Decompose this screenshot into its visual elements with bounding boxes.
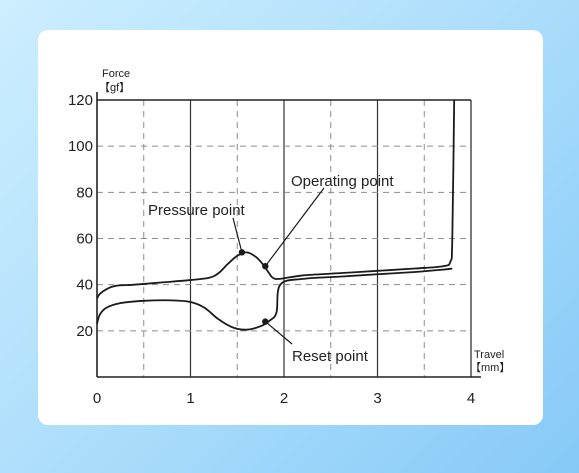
press-curve-line xyxy=(96,99,456,299)
annotation-leader-line xyxy=(264,187,325,267)
y-tick-label: 40 xyxy=(76,277,93,294)
annotation-leader-line xyxy=(264,321,293,345)
annotation-label: Reset point xyxy=(292,348,369,365)
x-tick-label: 3 xyxy=(373,390,381,407)
annotation-label: Pressure point xyxy=(148,202,246,219)
x-axis-unit: 【mm】 xyxy=(470,361,510,374)
annotation-leader-line xyxy=(232,217,243,253)
annotation-marker-dot xyxy=(262,263,269,270)
annotation-label: Operating point xyxy=(291,173,394,190)
y-tick-label: 120 xyxy=(68,92,93,109)
annotation-marker-dot xyxy=(238,249,246,256)
force-travel-chart: 0 1 2 3 4 20 40 60 80 100 120 Pressure point Operat… xyxy=(68,68,510,407)
chart-card: 0 1 2 3 4 20 40 60 80 100 120 Pressure point Operat… xyxy=(38,30,543,425)
x-tick-label: 1 xyxy=(186,390,194,407)
x-tick-label: 0 xyxy=(93,390,101,407)
y-tick-label: 60 xyxy=(76,231,93,248)
release-curve-line xyxy=(96,267,453,331)
y-tick-label: 100 xyxy=(68,138,93,155)
x-axis-label: Travel xyxy=(474,349,504,361)
y-axis-unit: 【gf】 xyxy=(99,81,130,94)
y-axis-label: Force xyxy=(102,68,130,80)
annotation-marker-dot xyxy=(262,318,269,325)
y-tick-label: 80 xyxy=(76,184,93,201)
x-tick-label: 4 xyxy=(467,390,475,407)
y-tick-label: 20 xyxy=(76,323,93,340)
x-tick-label: 2 xyxy=(280,390,288,407)
